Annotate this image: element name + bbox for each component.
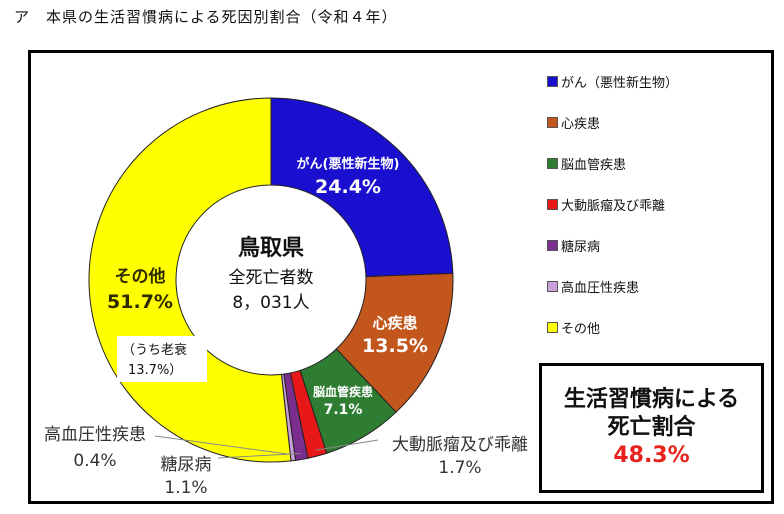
label-aortic-aneurysm-name: 大動脈瘤及び乖離 [392,435,528,455]
legend-label-other: その他 [561,321,601,337]
label-diabetes-name: 糖尿病 [161,455,212,475]
legend-swatch-aortic-aneurysm [547,198,558,210]
legend-item-heart-disease: 心疾患 [547,113,601,132]
center-title: 鳥取県 [238,235,304,261]
label-cancer-value: 24.4% [315,176,381,198]
legend-swatch-hypertensive [547,280,558,292]
slice-labels: がん(悪性新生物) 24.4% 心疾患 13.5% 脳血管疾患 7.1% その他 51.7% 大… [44,156,528,498]
page-heading: ア 本県の生活習慣病による死因別割合（令和４年） [14,8,398,26]
legend-swatch-other [547,321,558,333]
legend-item-other: その他 [547,318,601,337]
legend-item-cerebrovascular: 脳血管疾患 [547,154,627,173]
label-aortic-aneurysm-value: 1.7% [438,458,481,478]
label-heart-disease-value: 13.5% [362,335,428,357]
center-label: 鳥取県 全死亡者数 8，031人 [229,235,314,313]
legend-label-heart-disease: 心疾患 [561,116,601,132]
subnote-background [117,336,207,382]
label-diabetes-value: 1.1% [164,478,207,498]
center-total: 8，031人 [232,293,309,313]
label-cancer-name: がん(悪性新生物) [297,156,400,172]
label-cerebrovascular-value: 7.1% [324,402,363,418]
label-hypertensive-name: 高血圧性疾患 [44,425,146,445]
summary-line2: 死亡割合 [607,415,696,440]
legend-label-diabetes: 糖尿病 [561,239,601,255]
label-other-value: 51.7% [107,291,173,313]
label-heart-disease-name: 心疾患 [372,314,417,332]
subnote-line1: （うち老衰 [122,342,187,358]
legend-item-hypertensive: 高血圧性疾患 [547,277,640,296]
legend-swatch-cerebrovascular [547,157,558,169]
subnote-line2: 13.7%） [128,363,182,378]
legend-label-cerebrovascular: 脳血管疾患 [561,157,627,173]
slice-cancer [270,97,454,278]
legend-label-cancer: がん（悪性新生物） [561,75,679,91]
chart-frame [28,50,774,504]
legend-swatch-heart-disease [547,116,558,128]
leader-hypertensive [154,435,293,456]
legend-item-aortic-aneurysm: 大動脈瘤及び乖離 [547,195,666,214]
leader-lines [154,435,379,459]
legend-item-diabetes: 糖尿病 [547,236,601,255]
summary-value: 48.3% [613,443,690,468]
leader-aortic-aneurysm [315,439,379,451]
legend-swatch-diabetes [547,239,558,251]
legend-item-cancer: がん（悪性新生物） [547,72,679,91]
label-cerebrovascular-name: 脳血管疾患 [313,384,373,399]
summary-line1: 生活習慣病による [563,387,740,412]
legend-swatch-cancer [547,75,558,87]
legend-label-aortic-aneurysm: 大動脈瘤及び乖離 [561,198,666,214]
center-subtitle: 全死亡者数 [229,268,314,288]
subnote-box: （うち老衰 13.7%） [117,336,207,382]
label-hypertensive-value: 0.4% [73,451,116,471]
legend-label-hypertensive: 高血圧性疾患 [561,280,640,296]
label-other-name: その他 [115,266,166,287]
summary-box: 生活習慣病による 死亡割合 48.3% [539,363,764,493]
